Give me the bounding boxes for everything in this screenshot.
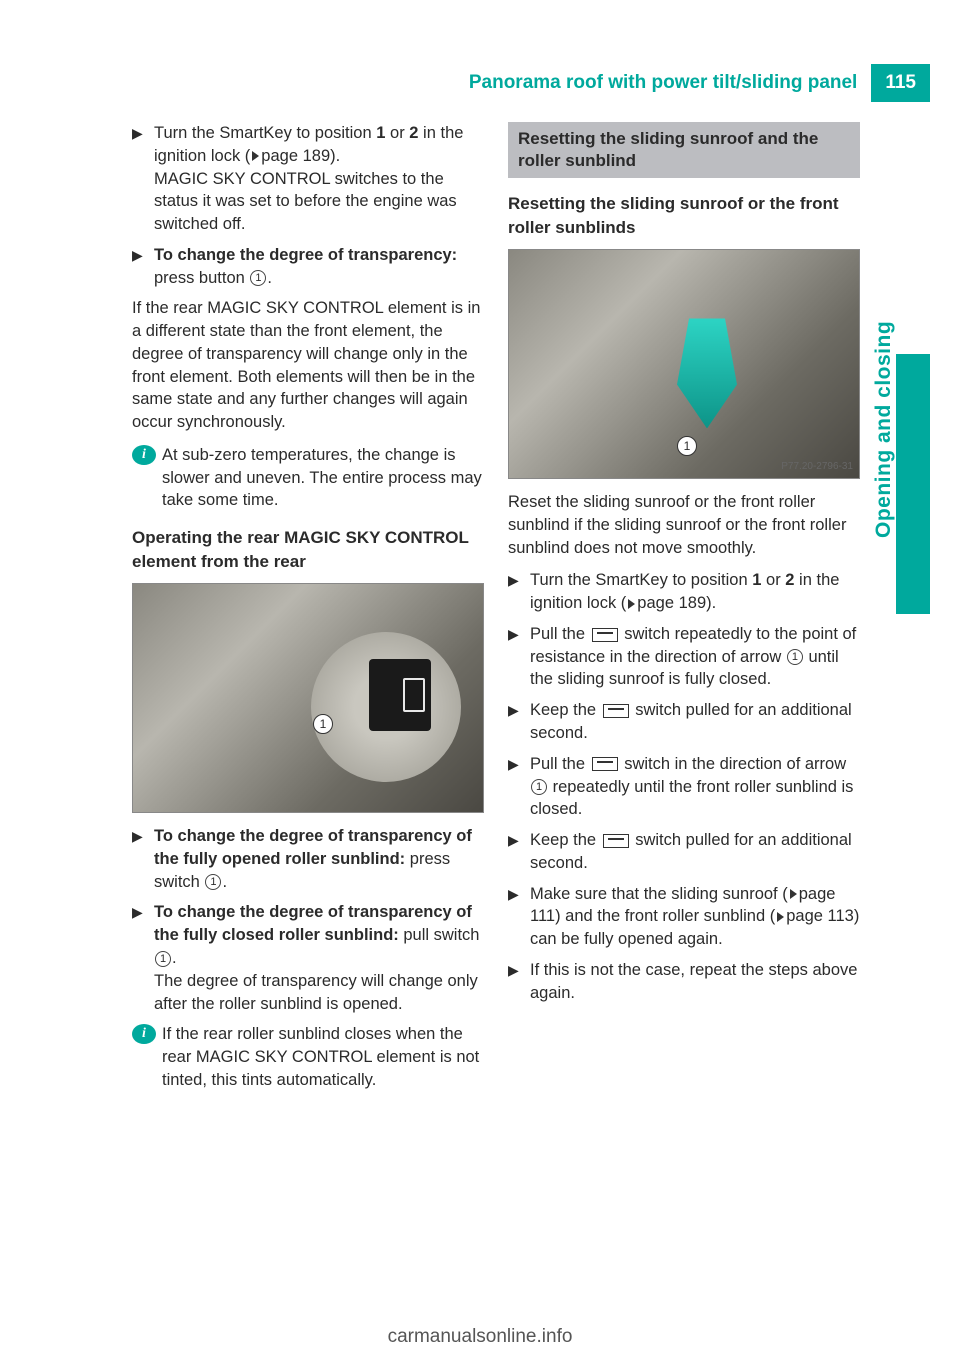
info-note: i If the rear roller sunblind closes whe… xyxy=(132,1023,484,1091)
step-body: Keep the switch pulled for an additional… xyxy=(530,829,860,875)
text: ). xyxy=(330,147,340,165)
step-body: If this is not the case, repeat the step… xyxy=(530,959,860,1005)
text: . xyxy=(267,269,272,287)
manual-page: Panorama roof with power tilt/sliding pa… xyxy=(0,64,960,1366)
section-tab-bar xyxy=(896,354,930,614)
step-body: Turn the SmartKey to position 1 or 2 in … xyxy=(530,569,860,615)
page-ref: page 189 xyxy=(637,594,706,612)
info-icon: i xyxy=(132,1024,156,1044)
text: press button xyxy=(154,269,249,287)
figure-rear-switch: 1 xyxy=(132,583,484,813)
step-item: ▶ To change the degree of transparency o… xyxy=(132,901,484,1015)
text: . xyxy=(172,949,177,967)
text: The degree of transparency will change o… xyxy=(154,972,478,1013)
step-item: ▶ Pull the switch in the direction of ar… xyxy=(508,753,860,821)
text: switch in the direction of arrow xyxy=(620,755,847,773)
step-body: To change the degree of transparency: pr… xyxy=(154,244,484,290)
bullet-arrow-icon: ▶ xyxy=(508,569,530,615)
info-icon: i xyxy=(132,445,156,465)
callout-number: 1 xyxy=(155,951,171,967)
bullet-arrow-icon: ▶ xyxy=(508,699,530,745)
xref-icon xyxy=(790,889,797,899)
step-item: ▶ Turn the SmartKey to position 1 or 2 i… xyxy=(132,122,484,236)
text: Keep the xyxy=(530,701,601,719)
bullet-arrow-icon: ▶ xyxy=(132,122,154,236)
section-heading: Resetting the sliding sunroof and the ro… xyxy=(508,122,860,178)
bullet-arrow-icon: ▶ xyxy=(508,623,530,691)
bullet-arrow-icon: ▶ xyxy=(508,883,530,951)
right-column: Resetting the sliding sunroof and the ro… xyxy=(508,122,860,1104)
figure-switch-inner xyxy=(403,678,425,712)
subheading: Operating the rear MAGIC SKY CONTROL ele… xyxy=(132,526,484,573)
step-item: ▶ Keep the switch pulled for an addition… xyxy=(508,699,860,745)
bullet-arrow-icon: ▶ xyxy=(132,244,154,290)
figure-overhead-console: 1 P77.20-2796-31 xyxy=(508,249,860,479)
sunroof-switch-icon xyxy=(592,628,618,642)
step-body: Pull the switch repeatedly to the point … xyxy=(530,623,860,691)
text: or xyxy=(761,571,785,589)
left-column: ▶ Turn the SmartKey to position 1 or 2 i… xyxy=(132,122,484,1104)
info-note: i At sub-zero temperatures, the change i… xyxy=(132,444,484,512)
text: MAGIC SKY CONTROL switches to the status… xyxy=(154,170,457,234)
footer-watermark: carmanualsonline.info xyxy=(0,1326,960,1348)
sunroof-switch-icon xyxy=(603,704,629,718)
page-number: 115 xyxy=(871,64,930,102)
bullet-arrow-icon: ▶ xyxy=(508,753,530,821)
section-tab-label: Opening and closing xyxy=(872,244,896,614)
step-body: Make sure that the sliding sunroof ( page… xyxy=(530,883,860,951)
xref-icon xyxy=(628,599,635,609)
text: pull switch xyxy=(399,926,480,944)
bullet-arrow-icon: ▶ xyxy=(508,829,530,875)
paragraph: Reset the sliding sunroof or the front r… xyxy=(508,491,860,559)
text: Turn the SmartKey to position xyxy=(530,571,752,589)
text: repeatedly until the front roller sunbli… xyxy=(530,778,853,819)
text: ) and the front roller sunblind ( xyxy=(555,907,775,925)
callout-number: 1 xyxy=(787,649,803,665)
figure-highlight xyxy=(677,318,737,428)
info-body: If the rear roller sunblind closes when … xyxy=(162,1023,484,1091)
step-body: Turn the SmartKey to position 1 or 2 in … xyxy=(154,122,484,236)
step-action: To change the degree of transparency: xyxy=(154,246,457,264)
callout-number: 1 xyxy=(250,270,266,286)
xref-icon xyxy=(252,151,259,161)
text: Keep the xyxy=(530,831,601,849)
info-body: At sub-zero temperatures, the change is … xyxy=(162,444,484,512)
sunroof-switch-icon xyxy=(592,757,618,771)
header-title: Panorama roof with power tilt/sliding pa… xyxy=(469,64,871,102)
bullet-arrow-icon: ▶ xyxy=(132,825,154,893)
step-item: ▶ To change the degree of transparency: … xyxy=(132,244,484,290)
callout-number: 1 xyxy=(205,874,221,890)
text: ). xyxy=(706,594,716,612)
paragraph: If the rear MAGIC SKY CONTROL element is… xyxy=(132,297,484,434)
text: Turn the SmartKey to position xyxy=(154,124,376,142)
step-body: Pull the switch in the direction of arro… xyxy=(530,753,860,821)
step-item: ▶ Pull the switch repeatedly to the poin… xyxy=(508,623,860,691)
bullet-arrow-icon: ▶ xyxy=(508,959,530,1005)
step-body: Keep the switch pulled for an additional… xyxy=(530,699,860,745)
figure-callout: 1 xyxy=(677,436,697,456)
text: Pull the xyxy=(530,625,590,643)
text: Pull the xyxy=(530,755,590,773)
text: or xyxy=(385,124,409,142)
page-ref: page 113 xyxy=(786,907,854,925)
subheading: Resetting the sliding sunroof or the fro… xyxy=(508,192,860,239)
text: . xyxy=(222,873,227,891)
text: Make sure that the sliding sunroof ( xyxy=(530,885,788,903)
step-body: To change the degree of transparency of … xyxy=(154,825,484,893)
step-item: ▶ If this is not the case, repeat the st… xyxy=(508,959,860,1005)
content-area: ▶ Turn the SmartKey to position 1 or 2 i… xyxy=(0,102,960,1104)
sunroof-switch-icon xyxy=(603,834,629,848)
figure-caption: P77.20-2796-31 xyxy=(781,460,853,474)
page-ref: page 189 xyxy=(261,147,330,165)
xref-icon xyxy=(777,912,784,922)
step-item: ▶ To change the degree of transparency o… xyxy=(132,825,484,893)
step-item: ▶ Turn the SmartKey to position 1 or 2 i… xyxy=(508,569,860,615)
bullet-arrow-icon: ▶ xyxy=(132,901,154,1015)
step-body: To change the degree of transparency of … xyxy=(154,901,484,1015)
page-header: Panorama roof with power tilt/sliding pa… xyxy=(0,64,930,102)
step-item: ▶ Make sure that the sliding sunroof ( pa… xyxy=(508,883,860,951)
step-item: ▶ Keep the switch pulled for an addition… xyxy=(508,829,860,875)
callout-number: 1 xyxy=(531,779,547,795)
